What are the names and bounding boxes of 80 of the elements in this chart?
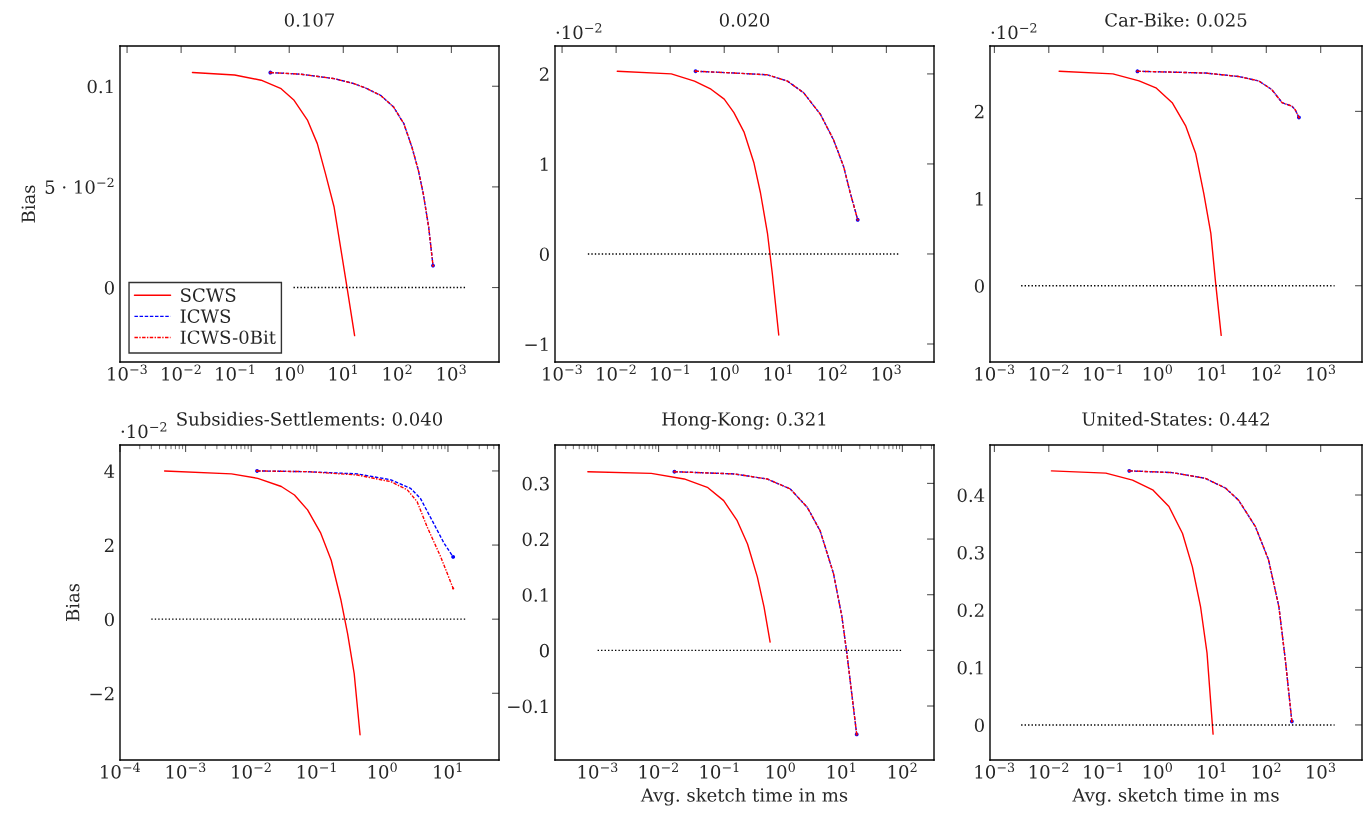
y-tick-label: 0.3 — [957, 545, 984, 560]
x-tick-label: 10$^{−1}$ — [651, 364, 690, 381]
x-tick-label: 10$^{−2}$ — [232, 762, 271, 779]
x-tick-label: 10$^{1}$ — [1198, 762, 1226, 779]
x-tick-label: 10$^{−1}$ — [297, 762, 336, 779]
x-tick-label: 10$^{3}$ — [872, 364, 901, 381]
x-tick-label: 10$^{3}$ — [1307, 762, 1336, 779]
x-tick-label: 10$^{−3}$ — [543, 364, 582, 381]
x-tick-label: 10$^{−3}$ — [166, 762, 206, 779]
x-tick-label: 10$^{3}$ — [1307, 364, 1336, 381]
y-tick-label: 0.1 — [957, 660, 983, 675]
x-tick-label: 10$^{1}$ — [434, 762, 462, 779]
x-tick-label: 10$^{1}$ — [1198, 364, 1226, 381]
x-tick-label: 10$^{−2}$ — [1029, 762, 1069, 779]
legend-label: SCWS — [181, 288, 236, 302]
x-tick-label: 10$^{0}$ — [710, 364, 739, 381]
y-axis-title: Bias — [21, 185, 36, 223]
y-axis-title: Bias — [65, 583, 80, 622]
x-tick-label: 10$^{0}$ — [1143, 762, 1172, 779]
y-tick-label: 0.4 — [957, 488, 985, 503]
x-tick-label: 10$^{−4}$ — [101, 762, 141, 779]
x-tick-label: 10$^{2}$ — [1252, 762, 1281, 779]
x-tick-label: 10$^{−2}$ — [162, 364, 201, 381]
y-tick-label: 0.2 — [957, 603, 984, 618]
y-tick-label: 2 — [974, 104, 984, 119]
text: ·10$^{−2}$ — [991, 23, 1037, 40]
y-tick-label: 1 — [975, 192, 983, 206]
y-tick-label: 5 · 10$^{−2}$ — [45, 177, 114, 194]
legend-label: ICWS — [180, 309, 231, 323]
y-tick-label: −0.1 — [508, 699, 548, 714]
x-tick-label: 10$^{2}$ — [888, 762, 917, 779]
y-tick-label: 0 — [104, 612, 114, 627]
y-tick-label: 0.1 — [87, 79, 113, 94]
chart-title: 0.107 — [284, 13, 335, 27]
y-tick-label: 0 — [104, 280, 114, 295]
x-tick-label: 10$^{3}$ — [437, 364, 466, 381]
x-tick-label: 10$^{0}$ — [1143, 364, 1172, 381]
text: ·10$^{−2}$ — [121, 422, 167, 439]
x-tick-label: 10$^{−2}$ — [639, 762, 678, 779]
x-tick-label: 10$^{−1}$ — [216, 364, 255, 381]
x-tick-label: 10$^{0}$ — [275, 364, 304, 381]
x-tick-label: 10$^{−1}$ — [700, 762, 739, 779]
chart-title: United-States: 0.442 — [1082, 411, 1269, 426]
y-tick-label: 1 — [540, 157, 548, 171]
y-tick-label: −2 — [90, 686, 114, 701]
y-tick-label: 0 — [539, 643, 549, 658]
y-tick-label: 4 — [104, 464, 115, 478]
x-tick-label: 10$^{2}$ — [383, 364, 412, 381]
chart-title: Subsidies-Settlements: 0.040 — [177, 411, 443, 426]
x-tick-label: 10$^{2}$ — [818, 364, 847, 381]
x-tick-label: 10$^{0}$ — [368, 762, 397, 779]
x-tick-label: 10$^{−1}$ — [1084, 364, 1123, 381]
legend-label: ICWS-0Bit — [180, 330, 276, 345]
y-tick-label: 0.2 — [522, 532, 549, 547]
x-tick-label: 10$^{−3}$ — [578, 762, 618, 779]
x-axis-title: Avg. sketch time in ms — [640, 787, 848, 806]
y-tick-label: 0.1 — [522, 588, 548, 602]
x-tick-label: 10$^{−3}$ — [975, 762, 1015, 779]
y-tick-label: −1 — [525, 337, 548, 351]
y-tick-label: 0 — [974, 279, 984, 293]
y-tick-label: 0 — [974, 718, 984, 733]
x-tick-label: 10$^{−3}$ — [108, 364, 147, 381]
x-tick-label: 10$^{1}$ — [329, 364, 357, 381]
y-tick-label: 2 — [104, 538, 114, 552]
x-tick-label: 10$^{−2}$ — [1029, 364, 1069, 381]
chart-title: Hong-Kong: 0.321 — [662, 412, 826, 430]
x-tick-label: 10$^{−2}$ — [597, 364, 636, 381]
x-tick-label: 10$^{1}$ — [827, 762, 855, 779]
chart-title: Car-Bike: 0.025 — [1105, 12, 1247, 27]
x-tick-label: 10$^{−1}$ — [1084, 762, 1123, 779]
x-tick-label: 10$^{2}$ — [1252, 364, 1281, 381]
y-tick-label: 2 — [539, 67, 549, 81]
text: ·10$^{−2}$ — [556, 23, 602, 40]
x-tick-label: 10$^{−3}$ — [975, 364, 1015, 381]
y-tick-label: 0.3 — [522, 476, 549, 491]
x-tick-label: 10$^{0}$ — [766, 762, 795, 779]
x-tick-label: 10$^{1}$ — [764, 364, 792, 381]
x-axis-title: Avg. sketch time in ms — [1072, 787, 1279, 806]
chart-title: 0.020 — [719, 13, 770, 27]
y-tick-label: 0 — [539, 247, 549, 262]
